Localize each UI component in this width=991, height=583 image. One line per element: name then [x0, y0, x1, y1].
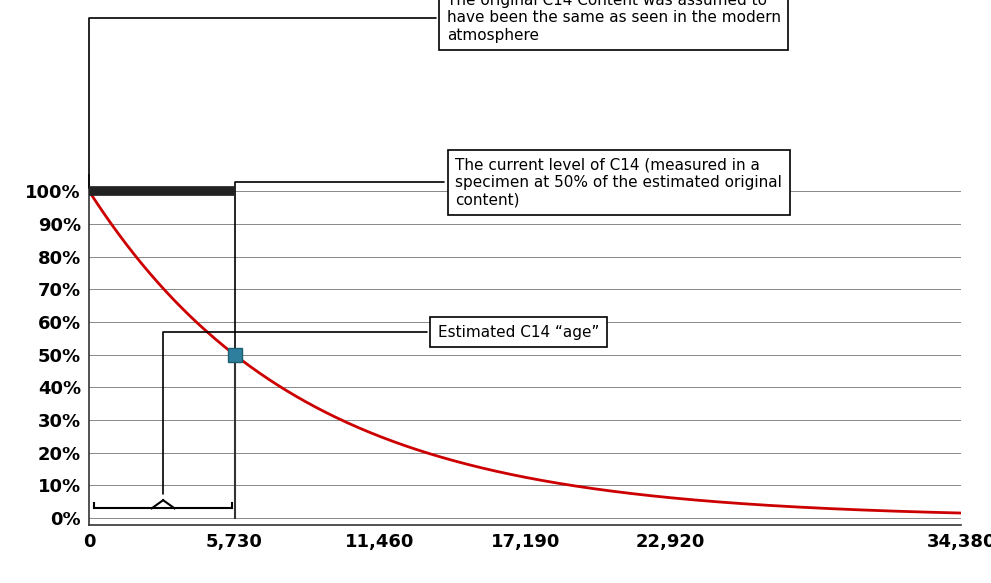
- Text: The original C14 Content was assumed to
have been the same as seen in the modern: The original C14 Content was assumed to …: [89, 0, 781, 188]
- Text: The current level of C14 (measured in a
specimen at 50% of the estimated origina: The current level of C14 (measured in a …: [235, 157, 782, 352]
- Text: Estimated C14 “age”: Estimated C14 “age”: [164, 325, 600, 494]
